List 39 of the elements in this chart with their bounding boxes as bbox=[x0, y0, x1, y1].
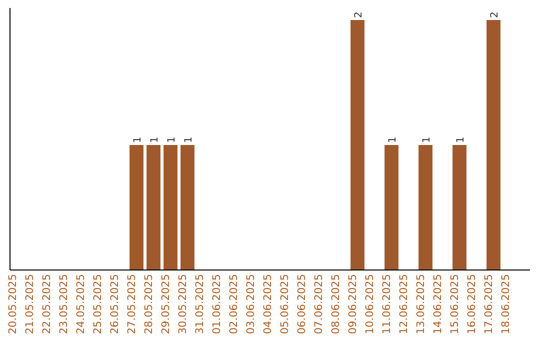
x-tick-label: 13.06.2025 bbox=[414, 274, 427, 334]
x-tick-label: 29.05.2025 bbox=[160, 274, 172, 334]
x-tick-label: 23.05.2025 bbox=[58, 274, 70, 334]
x-tick-label: 26.05.2025 bbox=[108, 274, 121, 334]
data-label: 1 bbox=[150, 136, 160, 143]
x-tick-label: 01.06.2025 bbox=[210, 274, 223, 334]
data-label: 1 bbox=[388, 136, 398, 143]
x-tick-label: 05.06.2025 bbox=[278, 274, 291, 334]
data-label: 1 bbox=[422, 136, 432, 143]
x-tick-label: 31.05.2025 bbox=[194, 274, 206, 334]
x-tick-label: 30.05.2025 bbox=[176, 274, 189, 334]
x-tick-label: 15.06.2025 bbox=[448, 274, 461, 334]
data-label: 2 bbox=[354, 12, 364, 18]
x-tick-label: 28.05.2025 bbox=[142, 274, 155, 334]
data-label: 1 bbox=[184, 136, 194, 143]
x-tick-label: 18.06.2025 bbox=[500, 274, 512, 334]
x-tick-label: 03.06.2025 bbox=[244, 274, 257, 334]
x-tick-label: 20.05.2025 bbox=[6, 274, 19, 334]
x-tick-label: 21.05.2025 bbox=[24, 274, 36, 334]
data-label: 1 bbox=[132, 136, 144, 143]
x-tick-label: 07.06.2025 bbox=[312, 274, 325, 334]
x-tick-label: 10.06.2025 bbox=[364, 274, 376, 334]
data-label: 1 bbox=[166, 136, 178, 143]
x-tick-label: 17.06.2025 bbox=[482, 274, 495, 334]
x-tick-label: 11.06.2025 bbox=[380, 274, 393, 334]
x-tick-label: 25.05.2025 bbox=[92, 274, 104, 334]
x-tick-label: 14.06.2025 bbox=[432, 274, 444, 334]
x-tick-label: 08.06.2025 bbox=[330, 274, 342, 334]
x-tick-label: 02.06.2025 bbox=[228, 274, 240, 334]
x-tick-label: 04.06.2025 bbox=[262, 274, 274, 334]
x-tick-label: 09.06.2025 bbox=[346, 274, 359, 334]
x-tick-label: 24.05.2025 bbox=[74, 274, 87, 334]
x-tick-label: 06.06.2025 bbox=[296, 274, 308, 334]
data-label: 1 bbox=[456, 136, 466, 143]
x-tick-label: 12.06.2025 bbox=[398, 274, 410, 334]
x-tick-label: 27.05.2025 bbox=[126, 274, 138, 334]
x-tick-label: 22.05.2025 bbox=[40, 274, 53, 334]
data-label: 2 bbox=[490, 12, 500, 18]
x-tick-label: 16.06.2025 bbox=[466, 274, 478, 334]
